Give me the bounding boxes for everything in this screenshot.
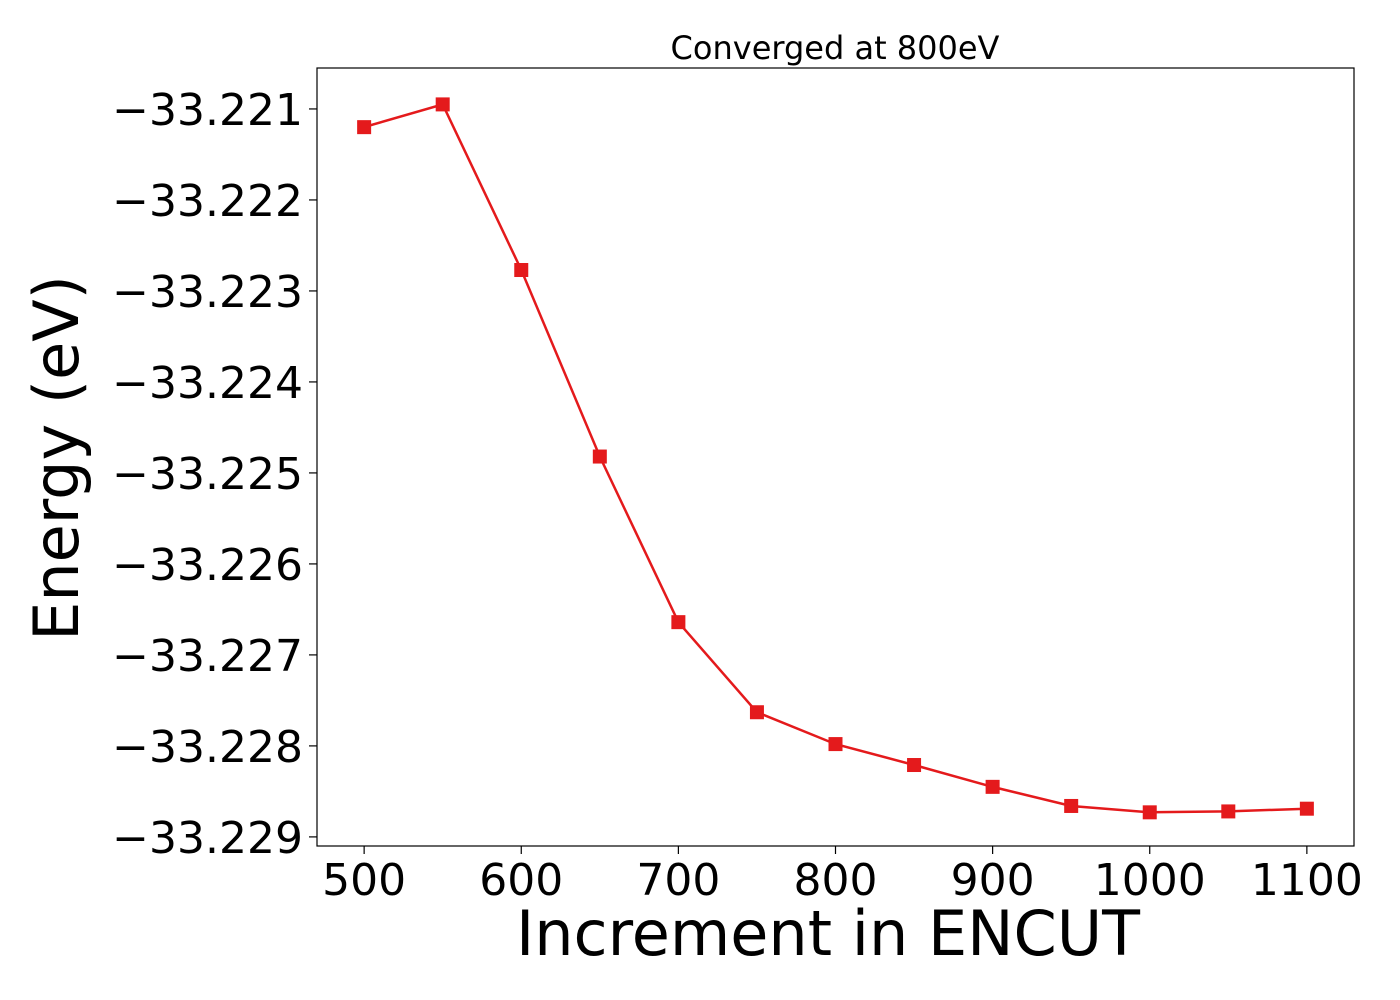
data-point-marker: [1064, 798, 1079, 813]
data-point-marker: [514, 263, 529, 278]
y-tick-label: −33.222: [112, 176, 303, 227]
y-tick-label: −33.223: [112, 267, 303, 318]
x-tick-label: 1100: [1251, 855, 1363, 906]
chart-title: Converged at 800eV: [671, 29, 1000, 67]
x-tick-label: 1000: [1094, 855, 1206, 906]
plot-frame: [316, 67, 1355, 847]
data-point-marker: [828, 737, 843, 752]
y-tick-label: −33.228: [112, 722, 303, 773]
x-tick-label: 800: [794, 855, 878, 906]
x-tick-label: 900: [951, 855, 1035, 906]
y-tick-label: −33.229: [112, 813, 303, 864]
y-axis-title: Energy (eV): [20, 275, 93, 641]
y-tick-label: −33.221: [112, 85, 303, 136]
data-point-marker: [1299, 801, 1314, 816]
data-point-marker: [749, 705, 764, 720]
data-point-marker: [1221, 804, 1236, 819]
x-tick-label: 700: [636, 855, 720, 906]
x-tick-label: 600: [479, 855, 563, 906]
y-tick-label: −33.227: [112, 631, 303, 682]
data-point-marker: [907, 758, 922, 773]
series-line: [363, 102, 1307, 814]
data-point-marker: [435, 97, 450, 112]
x-axis-title: Increment in ENCUT: [516, 897, 1141, 970]
data-point-marker: [671, 615, 686, 630]
data-point-marker: [1142, 805, 1157, 820]
data-point-marker: [357, 120, 372, 135]
x-tick-label: 500: [322, 855, 406, 906]
plot-area: 500 600 700 800 900 1000 1100 −33.221 −33.222 −33…: [112, 67, 1363, 906]
data-point-marker: [592, 449, 607, 464]
y-tick-label: −33.224: [112, 358, 303, 409]
data-point-marker: [985, 779, 1000, 794]
y-tick-label: −33.225: [112, 449, 303, 500]
y-tick-label: −33.226: [112, 540, 303, 591]
